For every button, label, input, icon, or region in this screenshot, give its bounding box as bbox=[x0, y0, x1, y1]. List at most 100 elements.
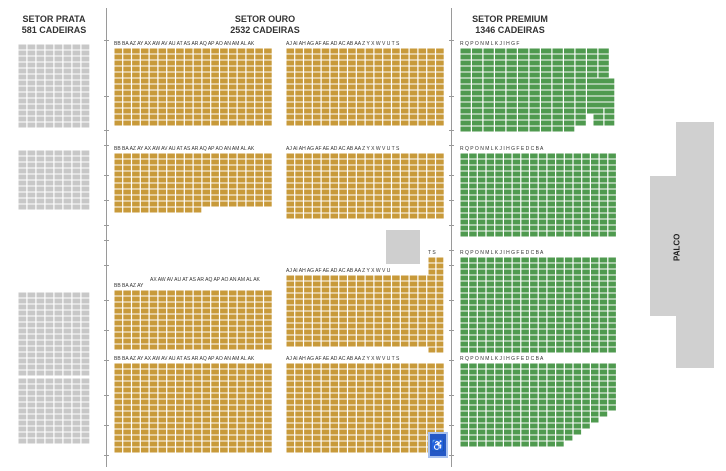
seat bbox=[599, 393, 608, 399]
seat bbox=[81, 310, 90, 316]
seat bbox=[264, 120, 272, 126]
seat-block-ouro-4[interactable] bbox=[286, 153, 444, 219]
seat bbox=[27, 98, 36, 104]
seat bbox=[599, 399, 608, 405]
seat-block-premium-1[interactable] bbox=[460, 48, 610, 132]
seat bbox=[374, 114, 383, 120]
seat bbox=[123, 165, 131, 171]
seat bbox=[591, 225, 599, 231]
seat bbox=[321, 435, 330, 441]
seat bbox=[400, 213, 409, 219]
seat bbox=[264, 72, 272, 78]
seat bbox=[356, 417, 365, 423]
seat bbox=[547, 257, 555, 263]
seat-block-ouro-1[interactable] bbox=[114, 48, 272, 126]
seat bbox=[469, 375, 477, 381]
seat-block-ouro-8[interactable] bbox=[114, 363, 272, 453]
seat bbox=[538, 429, 547, 435]
seat bbox=[495, 120, 506, 126]
seat bbox=[18, 186, 27, 192]
seat bbox=[599, 411, 608, 417]
seat bbox=[409, 171, 418, 177]
seat bbox=[409, 90, 418, 96]
seat bbox=[255, 171, 263, 177]
seat bbox=[123, 84, 131, 90]
seat-block-premium-1b[interactable] bbox=[593, 78, 615, 126]
seat-block-prata-4[interactable] bbox=[18, 378, 90, 444]
seat bbox=[158, 189, 167, 195]
seat bbox=[63, 180, 72, 186]
seat bbox=[36, 402, 45, 408]
seat bbox=[356, 90, 365, 96]
seat bbox=[27, 74, 36, 80]
seat bbox=[486, 305, 495, 311]
seat bbox=[521, 375, 529, 381]
seat bbox=[18, 116, 27, 122]
seat bbox=[211, 441, 219, 447]
seat bbox=[400, 171, 409, 177]
wheelchair-icon[interactable]: ♿ bbox=[428, 432, 448, 458]
seat bbox=[176, 447, 184, 453]
seat bbox=[36, 304, 45, 310]
seat bbox=[564, 114, 575, 120]
seat bbox=[599, 329, 608, 335]
seat-block-ouro-5[interactable] bbox=[114, 290, 272, 350]
seat bbox=[114, 78, 123, 84]
seat-block-ouro-9[interactable] bbox=[286, 363, 444, 453]
seat bbox=[312, 411, 321, 417]
seat bbox=[167, 84, 175, 90]
seat bbox=[167, 201, 175, 207]
seat bbox=[202, 290, 211, 296]
seat bbox=[167, 54, 175, 60]
seat bbox=[114, 302, 123, 308]
seat bbox=[167, 332, 175, 338]
seat bbox=[512, 263, 521, 269]
seat bbox=[237, 84, 246, 90]
seat bbox=[330, 441, 339, 447]
seat-block-prata-2[interactable] bbox=[18, 150, 90, 210]
sector-header-premium: SETOR PREMIUM 1346 CADEIRAS bbox=[460, 14, 560, 36]
seat bbox=[556, 341, 564, 347]
seat bbox=[237, 120, 246, 126]
seat bbox=[477, 311, 486, 317]
seat bbox=[167, 108, 175, 114]
seat-block-ouro-6[interactable] bbox=[286, 275, 436, 347]
seat bbox=[582, 347, 590, 353]
seat bbox=[228, 375, 237, 381]
seat bbox=[392, 201, 400, 207]
seat bbox=[582, 225, 590, 231]
seat bbox=[81, 408, 90, 414]
seat bbox=[582, 275, 590, 281]
seat bbox=[469, 159, 477, 165]
seat bbox=[400, 429, 409, 435]
seat-block-premium-4[interactable] bbox=[460, 363, 617, 447]
seat-block-premium-2[interactable] bbox=[460, 153, 617, 237]
seat bbox=[469, 189, 477, 195]
seat bbox=[582, 399, 590, 405]
seat bbox=[374, 411, 383, 417]
seat bbox=[547, 375, 555, 381]
seat bbox=[63, 162, 72, 168]
seat bbox=[460, 317, 468, 323]
seat bbox=[512, 317, 521, 323]
seat bbox=[176, 320, 184, 326]
seat bbox=[184, 387, 193, 393]
seat bbox=[460, 381, 468, 387]
seat-block-ouro-7[interactable] bbox=[428, 257, 444, 353]
seat bbox=[400, 287, 409, 293]
seat bbox=[469, 177, 477, 183]
seat bbox=[556, 429, 564, 435]
seat bbox=[220, 48, 228, 54]
seat bbox=[564, 189, 573, 195]
seat-block-prata-1[interactable] bbox=[18, 44, 90, 128]
seat bbox=[348, 335, 356, 341]
seat-block-ouro-2[interactable] bbox=[286, 48, 444, 126]
seat bbox=[495, 219, 503, 225]
seat-block-premium-3[interactable] bbox=[460, 257, 617, 353]
seat bbox=[495, 54, 506, 60]
seat-block-ouro-3[interactable] bbox=[114, 153, 272, 213]
seat bbox=[54, 310, 63, 316]
seat bbox=[255, 96, 263, 102]
seat bbox=[591, 393, 599, 399]
seat-block-prata-3[interactable] bbox=[18, 292, 90, 376]
